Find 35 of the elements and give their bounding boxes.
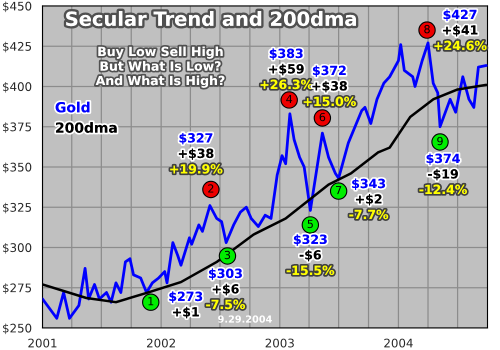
x-tick-label: 2002 — [146, 338, 175, 348]
x-tick-label: 2001 — [28, 338, 56, 348]
annotation: $343 +$2 -7.7% — [349, 178, 388, 220]
x-tick-label: 2004 — [384, 338, 413, 348]
annotation: 2 — [208, 184, 214, 193]
annotation: Buy Low Sell High But What Is Low? And What Is High? — [96, 46, 224, 88]
annotation: 3 — [224, 250, 230, 260]
annotation: 6 — [320, 112, 326, 122]
annotation: 9 — [437, 136, 443, 146]
text: Gold — [56, 102, 90, 112]
x-tick-label: 2003 — [266, 338, 294, 348]
annotation: 9.29.2004 — [218, 315, 272, 323]
annotation: 1 — [148, 297, 154, 306]
y-tick-label: $250 — [3, 323, 32, 334]
annotation: $303 +$6 -7.5% — [206, 268, 245, 310]
annotation: 4 — [286, 94, 292, 104]
annotation: $323 -$6 -15.5% — [286, 234, 334, 276]
y-tick-label: $450 — [3, 1, 32, 12]
annotation: $374 -$19 -12.4% — [419, 153, 467, 194]
annotation: $427 +$41 +24.6% — [434, 10, 487, 50]
annotation: $327 +$38 +19.9% — [170, 132, 222, 174]
text: 200dma — [56, 122, 117, 133]
y-tick-label: $300 — [3, 242, 32, 254]
annotation: $273 +$1 — [169, 291, 202, 318]
y-tick-label: $325 — [3, 202, 32, 214]
y-tick-label: $425 — [3, 42, 32, 52]
annotation: $383 +$59 +26.3% — [260, 48, 313, 90]
annotation: 8 — [424, 24, 430, 34]
y-tick-label: $350 — [3, 162, 32, 174]
y-tick-label: $275 — [3, 283, 32, 294]
annotation: 7 — [336, 186, 342, 194]
y-tick-label: $400 — [3, 82, 32, 93]
annotation: 5 — [308, 220, 313, 228]
y-tick-label: $375 — [3, 122, 32, 133]
chart-title: Secular Trend and 200dma — [66, 11, 356, 26]
